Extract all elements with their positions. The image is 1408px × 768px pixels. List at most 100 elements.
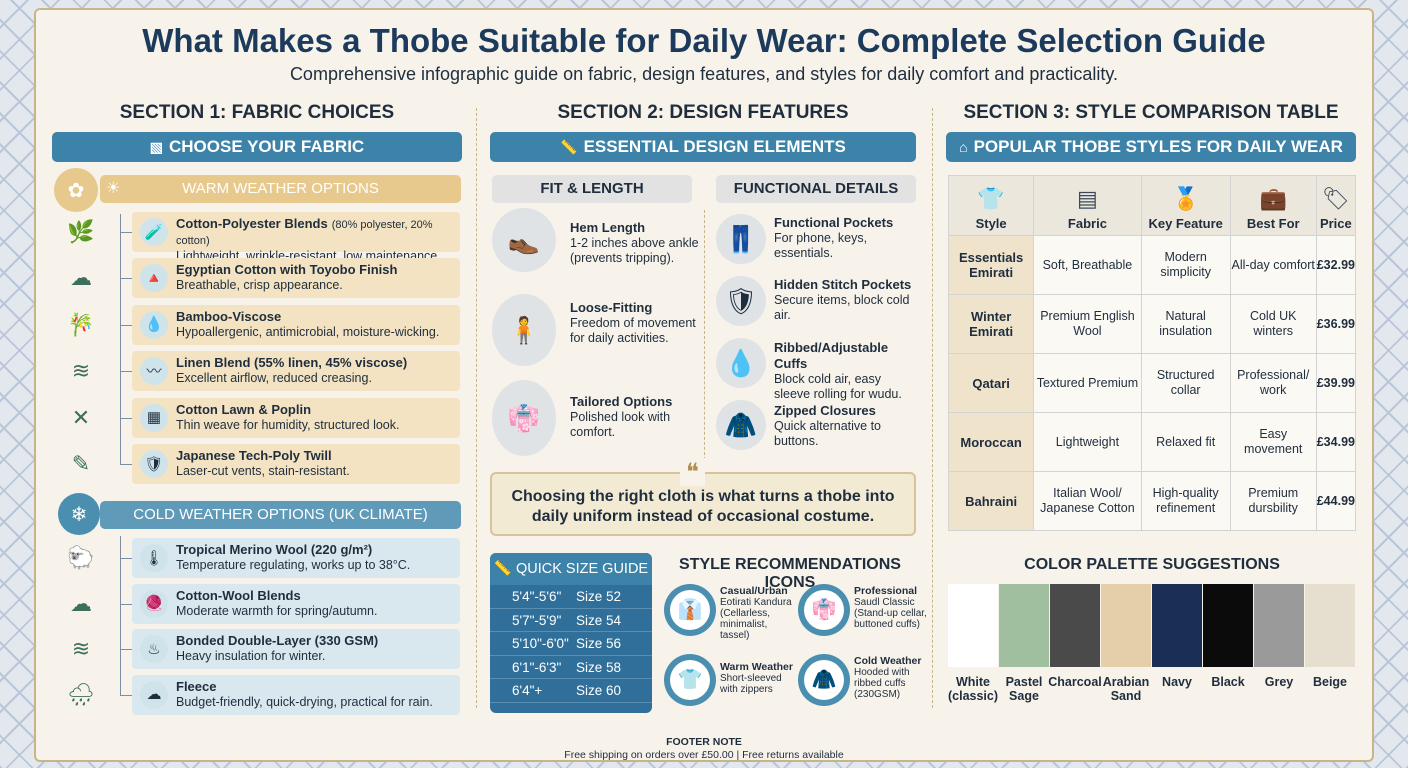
table-cell: Italian Wool/ Japanese Cotton bbox=[1033, 471, 1142, 531]
warm-fabric-item: 🔺 Egyptian Cotton with Toyobo Finish Breat… bbox=[132, 258, 460, 299]
fabric-side-icon: ☁ bbox=[70, 590, 92, 616]
table-header-price: 🏷 Price bbox=[1315, 175, 1357, 236]
tape-measure-icon: 📏 bbox=[560, 139, 578, 155]
fabric-side-icon: ✎ bbox=[71, 451, 91, 476]
fit-item: Hem Length 1-2 inches above ankle (preven… bbox=[570, 220, 699, 265]
warm-fabric-item: 💧 Bamboo-Viscose Hypoallergenic, antimicro… bbox=[132, 304, 460, 345]
color-swatch bbox=[1050, 584, 1100, 667]
table-row: Moroccan Lightweight Relaxed fit Easy movem… bbox=[947, 412, 1357, 472]
loose-fit-image: 🧍 bbox=[492, 294, 556, 366]
color-label: Pastel Sage bbox=[1005, 675, 1043, 703]
ruler-icon: 📏 bbox=[493, 561, 516, 577]
table-row: Qatari Textured Premium Structured collar P… bbox=[947, 353, 1357, 413]
table-cell: Bahraini bbox=[947, 471, 1035, 531]
popular-styles-banner: ⌂ POPULAR THOBE STYLES FOR DAILY WEAR bbox=[946, 132, 1356, 162]
color-label: Arabian Sand bbox=[1102, 675, 1150, 703]
fit-item: Tailored Options Polished look with comfo… bbox=[570, 394, 673, 439]
table-cell: Easy movement bbox=[1229, 412, 1317, 472]
shirt-icon: 👕 bbox=[977, 186, 1005, 211]
warm-fabric-item: 🧪 Cotton-Polyester Blends (80% polyester, … bbox=[132, 212, 460, 263]
table-cell: Winter Emirati bbox=[947, 294, 1035, 354]
color-swatch bbox=[1152, 584, 1202, 667]
table-cell: Lightweight bbox=[1033, 412, 1142, 472]
choose-fabric-banner: ▧ CHOOSE YOUR FABRIC bbox=[52, 132, 462, 162]
table-cell: Premium dursbility bbox=[1229, 471, 1317, 531]
briefcase-icon: 💼 bbox=[1259, 186, 1287, 211]
table-header-fabric: ▤ Fabric bbox=[1033, 175, 1142, 236]
table-cell: Structured collar bbox=[1140, 353, 1231, 413]
rec-casual: 👔 Casual/Urban Eotirati Kandura (Cellarless… bbox=[664, 584, 792, 641]
fabric-icon: 💧 bbox=[140, 310, 168, 339]
func-item: Zipped Closures Quick alternative to butt… bbox=[774, 403, 881, 448]
color-swatch bbox=[1101, 584, 1151, 667]
zipper-icon: 🧥 bbox=[716, 400, 766, 450]
size-row: 6'1"-6'3" Size 58 bbox=[490, 656, 652, 679]
fit-item: Loose-Fitting Freedom of movement for dai… bbox=[570, 300, 696, 345]
pocket-icon: 👖 bbox=[716, 214, 766, 264]
fabric-icon: ♨ bbox=[140, 635, 168, 663]
table-cell: Moroccan bbox=[947, 412, 1035, 472]
page-subtitle: Comprehensive infographic guide on fabri… bbox=[289, 64, 1119, 84]
size-guide-header: 📏 QUICK SIZE GUIDE bbox=[490, 553, 652, 585]
fabric-side-icon: ≋ bbox=[71, 358, 91, 384]
warm-weather-header: ☀ WARM WEATHER OPTIONS bbox=[100, 175, 461, 203]
snowflake-icon: ❄ bbox=[58, 493, 100, 535]
section-design: SECTION 2: DESIGN FEATURES 📏 ESSENTIAL DE… bbox=[490, 100, 916, 162]
footer: FOOTER NOTE Free shipping on orders over … bbox=[564, 736, 844, 761]
hanger-icon: ⌂ bbox=[959, 139, 968, 155]
quote-icon: ❝ bbox=[680, 458, 705, 486]
fabric-icon: 〰 bbox=[140, 357, 168, 386]
color-label: Navy bbox=[1162, 675, 1192, 689]
color-swatch bbox=[1254, 584, 1304, 667]
section-fabric: SECTION 1: FABRIC CHOICES ▧ CHOOSE YOUR F… bbox=[52, 100, 462, 162]
size-guide-box: 📏 QUICK SIZE GUIDE 5'4"-5'6" Size 52 5'7"-… bbox=[490, 553, 652, 713]
hooded-thobe-icon: 🧥 bbox=[798, 654, 850, 706]
table-cell: £44.99 bbox=[1315, 471, 1357, 531]
fabric-icon: 🧶 bbox=[140, 589, 168, 618]
fabric-side-icon: 🎋 bbox=[67, 311, 95, 337]
style-comparison-table: 👕 Style ▤ Fabric 🏅 Key Feature 💼 Best For 🏷 P… bbox=[947, 175, 1357, 531]
rec-professional: 👘 Professional Saudl Classic (Stand-up cell… bbox=[798, 584, 927, 640]
warm-fabric-item: 🛡 Japanese Tech-Poly Twill Laser-cut vents… bbox=[132, 444, 460, 484]
table-cell: £36.99 bbox=[1315, 294, 1357, 354]
palette-heading: COLOR PALETTE SUGGESTIONS bbox=[1024, 556, 1280, 573]
cuff-icon: 💧 bbox=[716, 338, 766, 388]
table-row: Winter Emirati Premium English Wool Natura… bbox=[947, 294, 1357, 354]
fabric-icon: ▧ bbox=[149, 139, 163, 155]
warm-fabric-item: ▦ Cotton Lawn & Poplin Thin weave for humi… bbox=[132, 397, 460, 438]
fabric-icon: 🛡 bbox=[140, 450, 168, 478]
connector bbox=[120, 278, 132, 280]
table-cell: Professional/ work bbox=[1229, 353, 1317, 413]
sun-icon: ☀ bbox=[106, 180, 121, 197]
tailored-thobe-image: 👘 bbox=[492, 380, 556, 456]
table-header-bestfor: 💼 Best For bbox=[1229, 175, 1317, 236]
section-styles: SECTION 3: STYLE COMPARISON TABLE ⌂ POPUL… bbox=[946, 100, 1356, 162]
table-header-feature: 🏅 Key Feature bbox=[1140, 175, 1231, 236]
size-row: 5'7"-5'9" Size 54 bbox=[490, 609, 652, 632]
table-cell: Qatari bbox=[947, 353, 1035, 413]
table-cell: High-quality refinement bbox=[1140, 471, 1231, 531]
size-row: 5'10"-6'0" Size 56 bbox=[490, 632, 652, 656]
func-item: Hidden Stitch Pockets Secure items, block… bbox=[774, 277, 912, 322]
fabric-icon: 🌡 bbox=[140, 544, 168, 572]
design-divider bbox=[704, 210, 705, 460]
connector bbox=[120, 371, 132, 373]
connector bbox=[120, 603, 132, 605]
color-swatch bbox=[999, 584, 1049, 667]
fabric-stack-icon: ▤ bbox=[1077, 186, 1098, 211]
table-row: Essentials Emirati Soft, Breathable Modern… bbox=[947, 235, 1357, 295]
table-cell: Textured Premium bbox=[1033, 353, 1142, 413]
size-row: 5'4"-5'6" Size 52 bbox=[490, 585, 652, 609]
cold-fabric-item: 🧶 Cotton-Wool Blends Moderate warmth for s… bbox=[132, 583, 460, 624]
cold-weather-header: COLD WEATHER OPTIONS (UK CLIMATE) bbox=[100, 501, 461, 529]
connector bbox=[120, 324, 132, 326]
cotton-flower-icon: ✿ bbox=[54, 168, 98, 212]
cold-fabric-item: ☁ Fleece Budget-friendly, quick-drying, pr… bbox=[132, 674, 460, 715]
fabric-side-icon: 🐑 bbox=[67, 545, 95, 570]
table-cell: £34.99 bbox=[1315, 412, 1357, 472]
color-label: White (classic) bbox=[947, 675, 999, 703]
connector bbox=[120, 417, 132, 419]
fabric-icon: 🔺 bbox=[140, 264, 168, 293]
cold-fabric-item: 🌡 Tropical Merino Wool (220 g/m²) Temperat… bbox=[132, 538, 460, 578]
table-cell: Soft, Breathable bbox=[1033, 235, 1142, 295]
